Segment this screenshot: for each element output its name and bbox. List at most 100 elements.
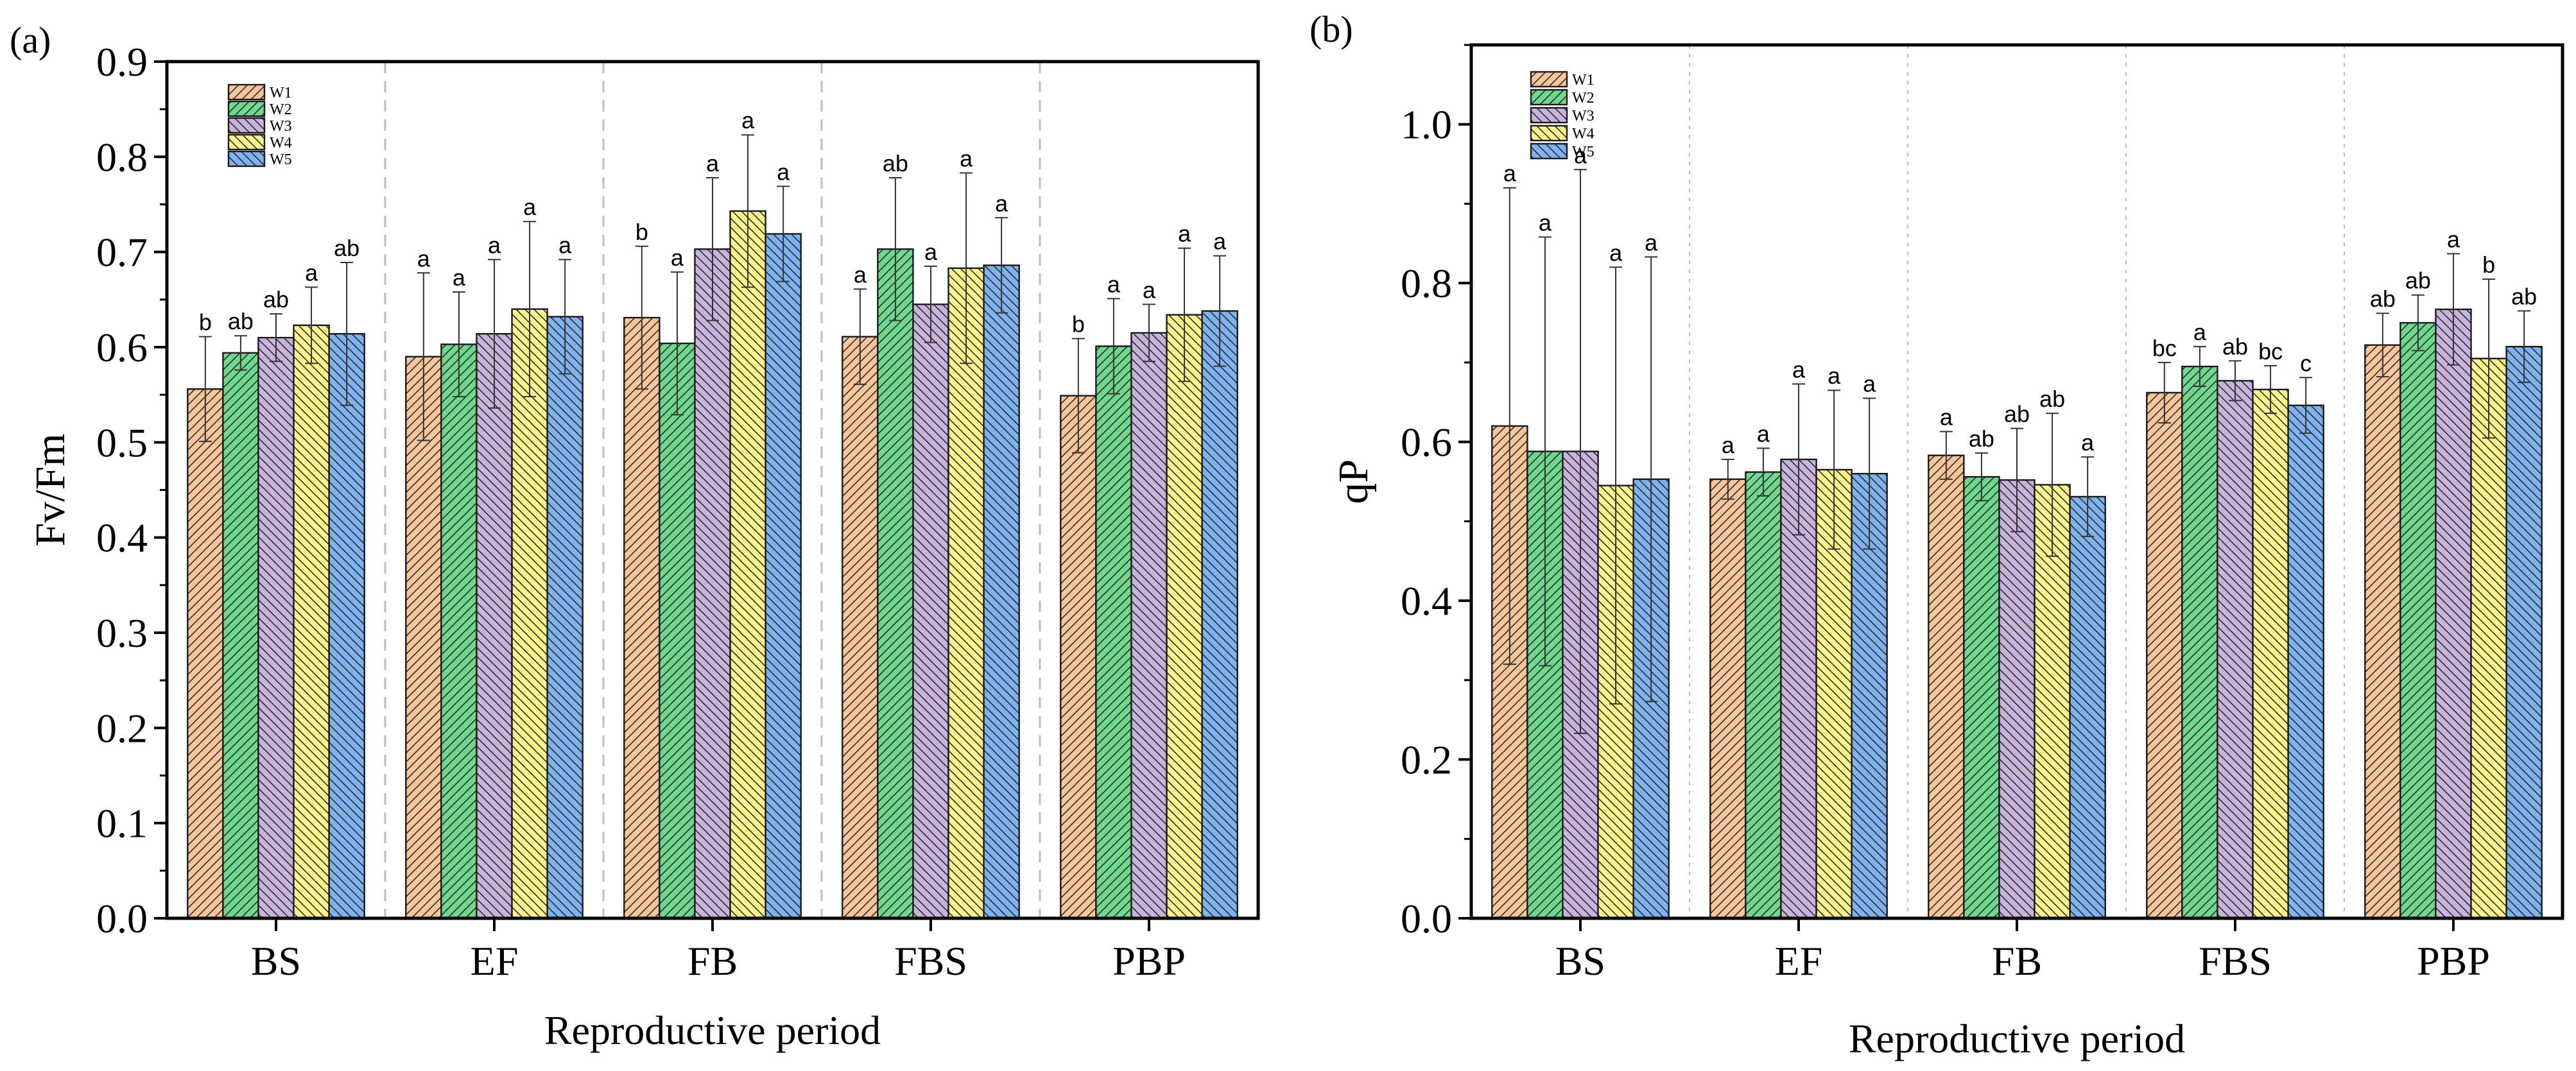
bar — [623, 316, 661, 920]
significance-letter: ab — [263, 286, 289, 313]
legend-label: W1 — [1572, 72, 1595, 89]
significance-letter: a — [1757, 421, 1770, 447]
significance-letter: a — [488, 232, 501, 259]
y-tick-label: 0.1 — [96, 801, 148, 846]
significance-letter: a — [960, 146, 973, 172]
significance-letter: b — [2482, 252, 2495, 278]
significance-letter: a — [1574, 142, 1587, 168]
bar — [1201, 310, 1238, 920]
significance-letter: a — [854, 262, 867, 288]
legend-swatch — [1530, 124, 1568, 142]
bar — [947, 267, 985, 920]
significance-letter: ab — [2370, 286, 2396, 312]
bar — [729, 210, 766, 920]
bar — [2034, 484, 2071, 920]
x-axis-title: Reproductive period — [1849, 1016, 2185, 1061]
bar — [1928, 454, 1965, 920]
x-axis-title: Reproductive period — [544, 1007, 881, 1053]
y-tick-label: 0.2 — [1401, 737, 1452, 783]
legend-label: W4 — [1572, 126, 1595, 142]
significance-letter: a — [2193, 319, 2207, 345]
bar — [546, 316, 583, 920]
bar — [257, 336, 295, 920]
bar — [1709, 478, 1747, 920]
x-tick-label: BS — [1555, 938, 1605, 984]
significance-letter: a — [741, 107, 755, 133]
y-tick-label: 0.5 — [96, 420, 148, 465]
significance-letter: b — [1072, 311, 1085, 338]
bar — [2146, 391, 2183, 920]
significance-letter: a — [2081, 429, 2095, 456]
y-tick-label: 0.0 — [1401, 896, 1452, 941]
significance-letter: a — [1213, 228, 1227, 255]
panel-label: (b) — [1310, 8, 1353, 50]
significance-letter: a — [453, 264, 466, 291]
y-tick-label: 0.6 — [1401, 420, 1452, 465]
y-tick-label: 1.0 — [1401, 102, 1452, 148]
y-tick-label: 0.7 — [96, 230, 148, 275]
bar — [1130, 332, 1168, 920]
bar — [222, 352, 259, 920]
y-tick-label: 0.4 — [1401, 578, 1452, 624]
significance-letter: ab — [2511, 283, 2537, 309]
x-tick-label: FB — [1992, 938, 2042, 984]
significance-letter: a — [1539, 209, 1552, 236]
legend-swatch — [227, 117, 266, 134]
significance-letter: a — [671, 244, 684, 271]
legend-label: W3 — [1572, 108, 1595, 124]
significance-letter: b — [635, 219, 648, 245]
legend-swatch — [1530, 142, 1568, 160]
bar — [328, 333, 365, 920]
bar — [1745, 471, 1782, 920]
x-tick-label: PBP — [2417, 938, 2490, 984]
significance-letter: a — [706, 150, 720, 176]
significance-letter: a — [417, 245, 431, 271]
legend-label: W2 — [1572, 90, 1595, 107]
y-tick-label: 0.8 — [1401, 261, 1452, 306]
bar — [1095, 345, 1132, 920]
bar — [2069, 495, 2106, 920]
y-tick-label: 0.8 — [96, 134, 148, 180]
legend-swatch — [227, 133, 266, 151]
legend-label: W2 — [270, 101, 292, 118]
significance-letter: a — [777, 159, 790, 185]
significance-letter: a — [523, 194, 537, 220]
significance-letter: ab — [883, 150, 908, 176]
significance-letter: a — [1503, 160, 1517, 187]
significance-letter: a — [305, 260, 318, 286]
significance-letter: a — [1178, 221, 1191, 247]
significance-letter: a — [995, 190, 1008, 216]
x-tick-label: BS — [251, 938, 301, 984]
y-tick-label: 0.0 — [96, 896, 148, 941]
x-tick-label: FB — [687, 938, 738, 984]
significance-letter: a — [2447, 226, 2460, 252]
significance-letter: ab — [2222, 333, 2248, 359]
x-tick-label: FBS — [2199, 938, 2272, 984]
significance-letter: a — [924, 239, 938, 265]
y-tick-label: 0.9 — [96, 39, 148, 85]
significance-letter: ab — [334, 235, 359, 261]
y-tick-label: 0.2 — [96, 705, 148, 751]
bar — [765, 233, 802, 920]
significance-letter: a — [1107, 271, 1121, 297]
significance-letter: bc — [2258, 338, 2283, 364]
panel-label: (a) — [10, 19, 51, 61]
bar — [2505, 345, 2543, 920]
legend-swatch — [1530, 71, 1568, 88]
bar — [187, 388, 224, 920]
bar — [1963, 476, 2000, 920]
significance-letter: a — [1609, 239, 1623, 266]
bar — [511, 308, 548, 920]
bar — [440, 343, 478, 920]
significance-letter: a — [1940, 404, 1953, 431]
bar — [2364, 344, 2401, 920]
y-tick-label: 0.4 — [96, 515, 148, 561]
bar — [659, 342, 696, 920]
bar — [2470, 357, 2507, 920]
bar — [2252, 388, 2289, 920]
significance-letter: ab — [228, 308, 254, 334]
x-tick-label: EF — [1775, 938, 1823, 984]
